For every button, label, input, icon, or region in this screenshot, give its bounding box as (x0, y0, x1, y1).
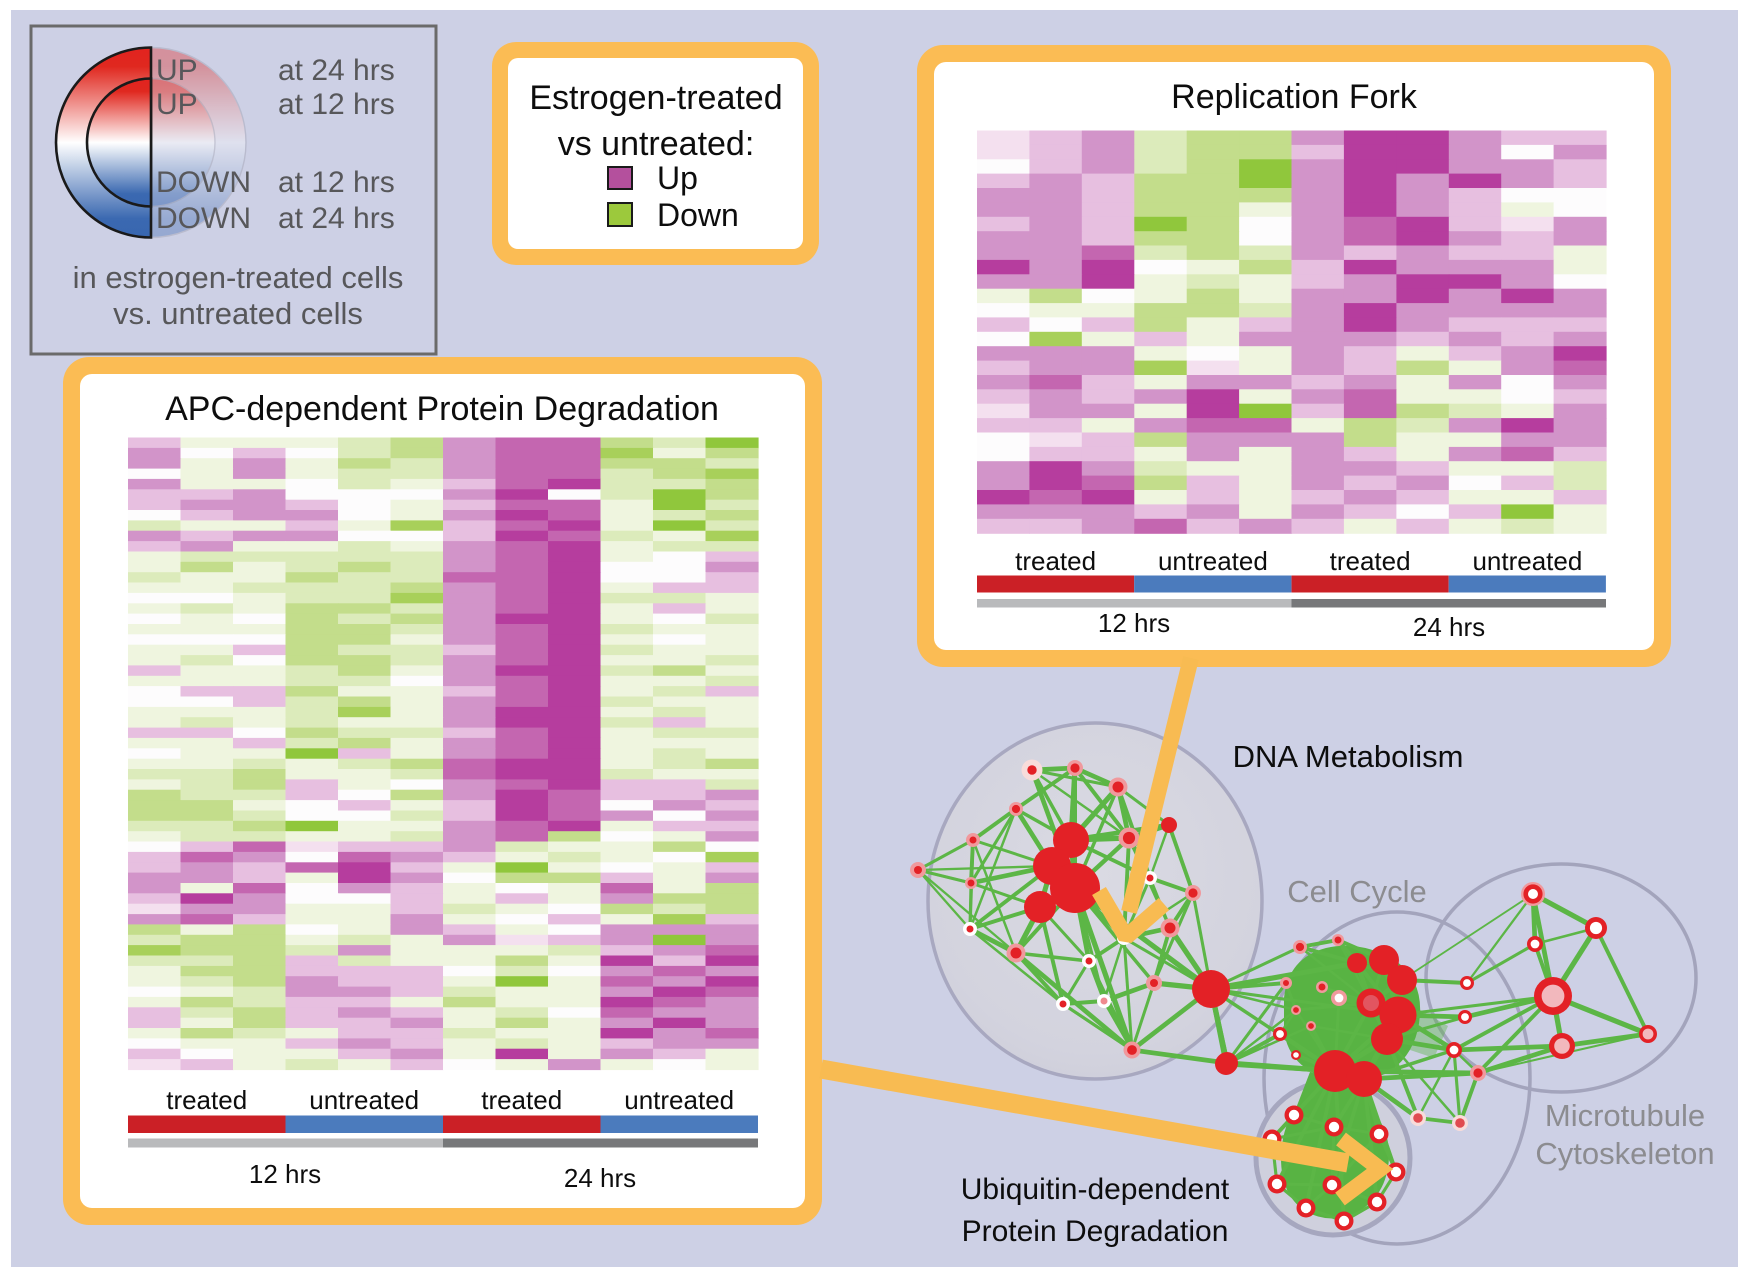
svg-text:Cell Cycle: Cell Cycle (1287, 874, 1427, 909)
svg-text:24 hrs: 24 hrs (1413, 612, 1485, 642)
svg-text:untreated: untreated (1472, 546, 1582, 576)
svg-text:vs. untreated cells: vs. untreated cells (113, 296, 363, 331)
svg-text:DNA Metabolism: DNA Metabolism (1233, 739, 1464, 774)
svg-text:Microtubule: Microtubule (1545, 1098, 1705, 1133)
svg-text:Replication Fork: Replication Fork (1171, 78, 1418, 116)
svg-text:at 12 hrs: at 12 hrs (278, 166, 395, 199)
svg-text:untreated: untreated (624, 1085, 734, 1115)
svg-text:Down: Down (657, 197, 739, 233)
svg-text:in estrogen-treated cells: in estrogen-treated cells (73, 260, 404, 295)
svg-text:Ubiquitin-dependent: Ubiquitin-dependent (961, 1173, 1230, 1206)
svg-text:treated: treated (166, 1085, 247, 1115)
svg-text:at 24 hrs: at 24 hrs (278, 54, 395, 87)
svg-text:Protein Degradation: Protein Degradation (962, 1215, 1229, 1248)
svg-text:DOWN: DOWN (156, 166, 251, 199)
svg-text:UP: UP (156, 54, 198, 87)
svg-text:Estrogen-treated: Estrogen-treated (529, 79, 782, 117)
svg-text:treated: treated (1015, 546, 1096, 576)
svg-text:untreated: untreated (1158, 546, 1268, 576)
svg-text:vs untreated:: vs untreated: (558, 125, 755, 163)
svg-text:APC-dependent Protein Degradat: APC-dependent Protein Degradation (165, 390, 719, 428)
svg-text:12 hrs: 12 hrs (1098, 608, 1170, 638)
svg-text:Up: Up (657, 160, 698, 196)
svg-text:12 hrs: 12 hrs (249, 1159, 321, 1189)
svg-text:at 12 hrs: at 12 hrs (278, 88, 395, 121)
svg-text:24 hrs: 24 hrs (564, 1163, 636, 1193)
svg-text:DOWN: DOWN (156, 202, 251, 235)
svg-text:treated: treated (481, 1085, 562, 1115)
svg-text:UP: UP (156, 88, 198, 121)
svg-text:at 24 hrs: at 24 hrs (278, 202, 395, 235)
svg-text:untreated: untreated (309, 1085, 419, 1115)
svg-text:Cytoskeleton: Cytoskeleton (1535, 1136, 1714, 1171)
svg-text:treated: treated (1330, 546, 1411, 576)
